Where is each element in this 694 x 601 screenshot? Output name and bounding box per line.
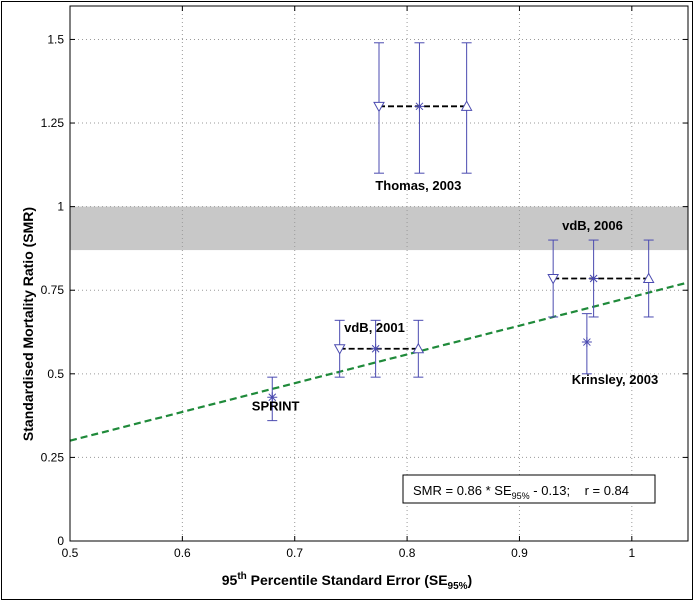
y-tick-label: 1.5	[47, 32, 64, 46]
y-tick-label: 0.25	[41, 450, 65, 464]
study-label: Krinsley, 2003	[572, 372, 658, 387]
x-tick-label: 0.5	[62, 546, 79, 560]
axes-frame	[69, 5, 689, 542]
data-point-triangle-up	[460, 100, 473, 111]
study-group: vdB, 2001	[333, 319, 425, 378]
fit-equation-frame	[402, 474, 656, 504]
data-point-star	[588, 273, 599, 284]
study-group: vdB, 2006	[547, 218, 655, 318]
study-group: SPRINT	[252, 376, 300, 422]
reference-band	[70, 206, 688, 251]
y-tick-label: 1	[57, 200, 64, 214]
data-point-star	[581, 337, 592, 348]
study-label: SPRINT	[252, 399, 300, 414]
y-tick-label: 1.25	[41, 116, 65, 130]
study-group: Thomas, 2003	[373, 42, 473, 193]
data-point-triangle-down	[333, 344, 346, 355]
data-point-triangle-down	[547, 274, 560, 285]
data-point-star	[267, 392, 278, 403]
y-axis-label: Standardised Mortality Ratio (SMR)	[20, 207, 36, 441]
study-label: vdB, 2001	[344, 320, 405, 335]
x-tick-label: 0.8	[399, 546, 416, 560]
study-label: vdB, 2006	[562, 218, 623, 233]
data-point-star	[414, 101, 425, 112]
data-point-star	[370, 343, 381, 354]
study-label: Thomas, 2003	[375, 178, 461, 193]
y-tick-label: 0	[57, 534, 64, 548]
plot-area: SPRINT vdB, 2001 Thomas, 2003 vdB, 2006 Krin…	[41, 5, 689, 560]
study-group: Krinsley, 2003	[572, 313, 658, 387]
y-tick-label: 0.75	[41, 283, 65, 297]
data-point-triangle-up	[412, 342, 425, 354]
data-point-triangle-up	[642, 272, 655, 284]
fit-equation-box: SMR = 0.86 * SE95% - 0.13; r = 0.84	[402, 474, 656, 504]
data-point-triangle-down	[373, 101, 385, 113]
fit-equation: SMR = 0.86 * SE95% - 0.13; r = 0.84	[413, 483, 629, 501]
x-axis-label: 95th Percentile Standard Error (SE95%)	[222, 571, 472, 592]
x-tick-label: 0.6	[174, 546, 191, 560]
x-tick-label: 0.9	[511, 546, 528, 560]
fit-line	[69, 281, 689, 442]
x-tick-label: 0.7	[286, 546, 303, 560]
x-tick-label: 1	[628, 546, 635, 560]
y-tick-label: 0.5	[47, 367, 64, 381]
